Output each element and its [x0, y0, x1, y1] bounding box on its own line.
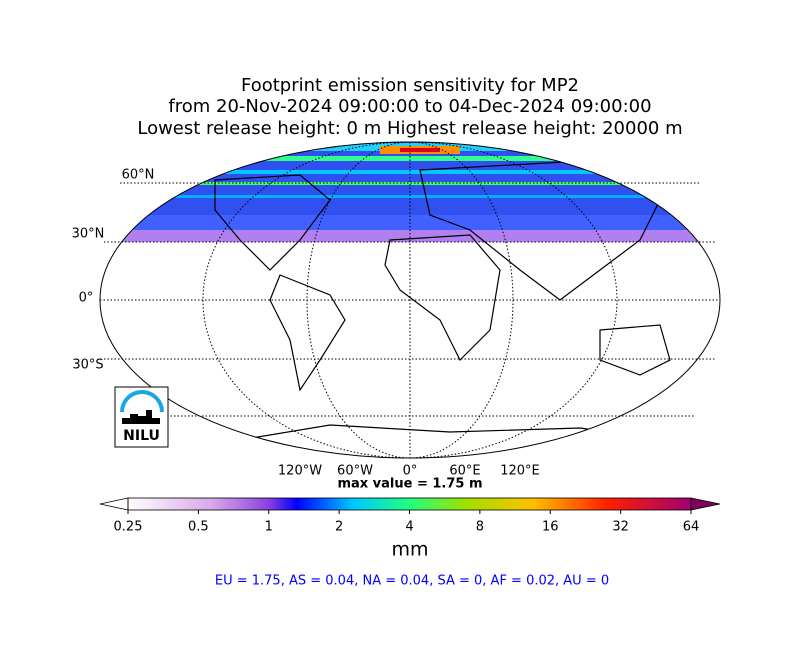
map: 60°N 30°N 0° 30°S 120°W 60°W 0° 60°E 120… [72, 141, 721, 492]
footprint-field [100, 230, 720, 242]
logo-text: NILU [123, 428, 160, 444]
coastline [214, 159, 671, 458]
max-value: max value = 1.75 m [337, 477, 482, 492]
colorbar-tick-label: 1 [265, 520, 273, 535]
colorbar-tick-label: 0.5 [188, 520, 209, 535]
colorbar-label: mm [391, 539, 428, 561]
logo-arc [120, 390, 164, 413]
footprint-field [100, 195, 720, 198]
lon-label: 0° [403, 464, 418, 479]
colorbar-extend-low [99, 497, 129, 511]
region-stats: EU = 1.75, AS = 0.04, NA = 0.04, SA = 0,… [215, 574, 609, 589]
lon-label: 120°W [278, 464, 322, 479]
colorbar-tick-label: 8 [476, 520, 484, 535]
colorbar-extend-high [690, 497, 721, 511]
colorbar-gradient [128, 498, 691, 510]
title-block: Footprint emission sensitivity for MP2 f… [137, 75, 682, 139]
footprint-field [100, 182, 720, 185]
colorbar-tick-label: 2 [335, 520, 343, 535]
colorbar-tick-label: 4 [405, 520, 413, 535]
graticule [100, 141, 720, 459]
logo-skyline [122, 410, 160, 424]
lat-label: 30°N [72, 227, 105, 242]
footprint-field [100, 156, 720, 161]
title-line: from 20-Nov-2024 09:00:00 to 04-Dec-2024… [168, 96, 651, 117]
lat-label: 0° [79, 291, 94, 306]
lat-label: 30°S [72, 358, 103, 373]
colorbar-tick-label: 0.25 [114, 520, 143, 535]
map-boundary [99, 141, 721, 459]
colorbar-tick-label: 32 [612, 520, 629, 535]
footprint-field [400, 148, 440, 152]
colorbar-tick-label: 64 [683, 520, 700, 535]
title-line: Lowest release height: 0 m Highest relea… [137, 118, 682, 139]
logo: NILU [114, 386, 169, 448]
lon-label: 60°E [449, 464, 480, 479]
footprint-field [100, 170, 720, 174]
title-line: Footprint emission sensitivity for MP2 [241, 75, 579, 96]
lat-label: 60°N [122, 168, 155, 183]
colorbar-tick-label: 16 [542, 520, 559, 535]
lon-label: 120°E [500, 464, 540, 479]
lon-label: 60°W [337, 464, 373, 479]
colorbar: mm 0.25 0.5 1 2 4 8 16 32 64 [99, 497, 721, 561]
